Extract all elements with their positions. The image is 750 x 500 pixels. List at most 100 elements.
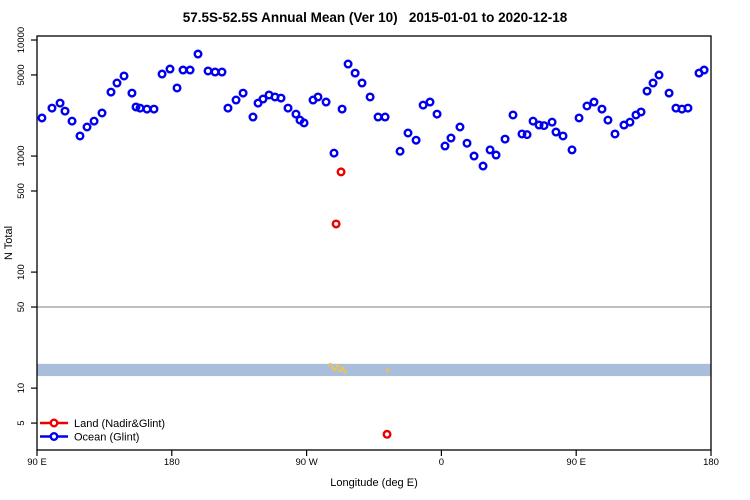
data-point-ocean — [380, 112, 390, 122]
data-point-ocean — [157, 69, 167, 79]
legend-marker — [49, 432, 59, 442]
y-tick-label: 500 — [16, 183, 27, 199]
data-point-ocean — [432, 109, 442, 119]
data-point-land — [382, 429, 392, 439]
data-point-ocean — [699, 65, 709, 75]
data-point-ocean — [425, 97, 435, 107]
data-point-ocean — [589, 97, 599, 107]
y-tick-label: 1000 — [16, 145, 27, 166]
data-point-ocean — [648, 78, 658, 88]
data-point-ocean — [313, 92, 323, 102]
y-axis-title: N Total — [3, 226, 15, 260]
y-tick-label: 5 — [16, 420, 27, 425]
data-point-ocean — [636, 107, 646, 117]
data-point-ocean — [567, 145, 577, 155]
data-point-ocean — [603, 115, 613, 125]
flag-point — [338, 368, 342, 373]
data-point-ocean — [276, 93, 286, 103]
data-point-ocean — [610, 129, 620, 139]
data-point-ocean — [172, 83, 182, 93]
data-point-ocean — [597, 104, 607, 114]
data-point-ocean — [418, 100, 428, 110]
data-point-ocean — [469, 151, 479, 161]
data-point-ocean — [508, 110, 518, 120]
data-point-ocean — [37, 113, 47, 123]
data-point-ocean — [203, 66, 213, 76]
data-point-ocean — [582, 101, 592, 111]
data-point-ocean — [217, 67, 227, 77]
data-point-ocean — [223, 103, 233, 113]
data-point-ocean — [478, 161, 488, 171]
data-point-ocean — [357, 78, 367, 88]
data-point-ocean — [558, 131, 568, 141]
data-point-ocean — [231, 95, 241, 105]
data-point-land — [331, 219, 341, 229]
data-point-ocean — [142, 104, 152, 114]
data-point-ocean — [55, 98, 65, 108]
data-point-ocean — [178, 65, 188, 75]
data-point-ocean — [664, 88, 674, 98]
data-point-ocean — [299, 118, 309, 128]
data-point-ocean — [411, 135, 421, 145]
chart-title: 57.5S-52.5S Annual Mean (Ver 10) 2015-01… — [182, 10, 568, 25]
data-point-ocean — [127, 88, 137, 98]
y-tick-label: 5000 — [16, 64, 27, 85]
data-point-ocean — [291, 109, 301, 119]
legend-marker — [49, 418, 59, 428]
data-point-ocean — [82, 122, 92, 132]
data-point-ocean — [89, 116, 99, 126]
data-point-ocean — [283, 103, 293, 113]
x-tick-label: 180 — [703, 457, 719, 468]
data-point-ocean — [455, 122, 465, 132]
y-tick-label: 10000 — [16, 27, 27, 53]
data-point-ocean — [238, 88, 248, 98]
data-point-ocean — [522, 130, 532, 140]
data-point-ocean — [462, 138, 472, 148]
data-point-ocean — [165, 64, 175, 74]
flag-point — [385, 368, 390, 372]
data-point-ocean — [403, 128, 413, 138]
data-point-ocean — [440, 141, 450, 151]
data-point-land — [336, 167, 346, 177]
x-tick-label: 180 — [164, 457, 180, 468]
data-point-ocean — [551, 127, 561, 137]
data-point-ocean — [97, 108, 107, 118]
x-tick-label: 90 E — [27, 457, 47, 468]
flag-point — [343, 370, 347, 374]
data-point-ocean — [350, 68, 360, 78]
data-point-ocean — [343, 59, 353, 69]
data-point-ocean — [528, 116, 538, 126]
data-point-ocean — [112, 78, 122, 88]
data-point-ocean — [547, 117, 557, 127]
data-point-ocean — [500, 134, 510, 144]
data-point-ocean — [329, 148, 339, 158]
data-point-ocean — [625, 117, 635, 127]
data-point-ocean — [395, 146, 405, 156]
data-point-ocean — [210, 67, 220, 77]
data-point-ocean — [149, 104, 159, 114]
flag-point — [336, 364, 340, 368]
data-point-ocean — [131, 102, 141, 112]
x-tick-label: 90 E — [566, 457, 586, 468]
data-point-ocean — [258, 94, 268, 104]
data-point-ocean — [248, 112, 258, 122]
data-point-ocean — [106, 87, 116, 97]
x-tick-label: 90 W — [296, 457, 318, 468]
data-point-ocean — [119, 71, 129, 81]
data-point-ocean — [365, 92, 375, 102]
data-point-ocean — [75, 131, 85, 141]
data-point-ocean — [654, 70, 664, 80]
data-point-ocean — [642, 86, 652, 96]
legend-label: Land (Nadir&Glint) — [74, 418, 165, 430]
y-tick-label: 10 — [16, 383, 27, 394]
data-point-ocean — [485, 145, 495, 155]
data-point-ocean — [683, 103, 693, 113]
plot-frame — [36, 35, 712, 451]
flag-point — [341, 366, 345, 371]
x-axis-title: Longitude (deg E) — [330, 477, 417, 489]
data-point-ocean — [373, 112, 383, 122]
legend-label: Ocean (Glint) — [74, 432, 139, 444]
data-point-ocean — [185, 65, 195, 75]
